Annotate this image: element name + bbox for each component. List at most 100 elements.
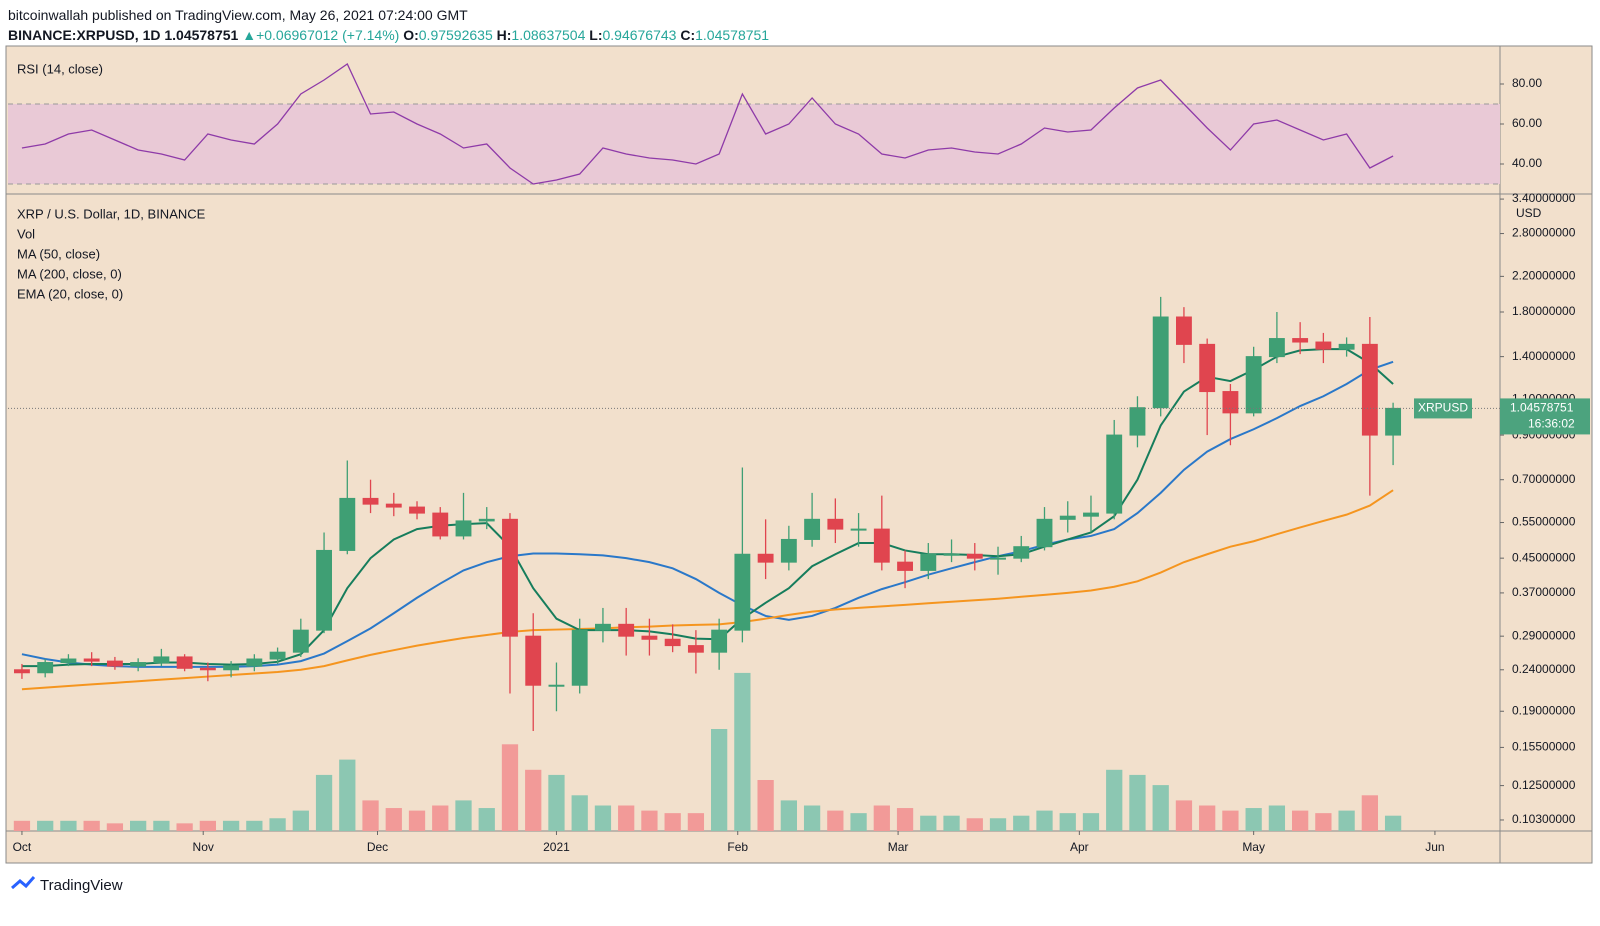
volume-bar [176, 823, 193, 831]
volume-bar [1036, 810, 1053, 831]
candle-body [757, 553, 774, 563]
volume-bar [501, 744, 519, 831]
y-tick-label: 0.37000000 [1512, 585, 1576, 599]
y-tick-label: 0.29000000 [1512, 628, 1576, 642]
y-tick-label: 2.20000000 [1512, 269, 1576, 283]
brand[interactable]: TradingView [40, 877, 123, 894]
candle-body [595, 623, 611, 631]
x-tick-label: Oct [13, 840, 32, 854]
candle-body [687, 645, 704, 653]
volume-bar [1082, 813, 1100, 831]
volume-bar [362, 800, 379, 831]
candle-body [1152, 316, 1169, 409]
volume-bar [315, 774, 333, 831]
candle-body [292, 629, 309, 653]
x-tick-label: 2021 [543, 840, 570, 854]
symbol: BINANCE:XRPUSD, 1D [8, 27, 161, 43]
volume-bar [1245, 808, 1262, 831]
c: 1.04578751 [695, 27, 770, 43]
volume-bar [1175, 800, 1193, 831]
y-tick-label: 40.00 [1512, 156, 1542, 170]
candle-body [873, 528, 890, 563]
h: 1.08637504 [511, 27, 586, 43]
axis-unit: USD [1516, 206, 1542, 220]
candle-body [385, 503, 402, 508]
candle-body [60, 658, 77, 664]
volume-bar [1361, 795, 1378, 831]
legend-entry: MA (200, close, 0) [17, 266, 122, 281]
l-label: L: [589, 27, 603, 43]
y-tick-label: 0.45000000 [1512, 550, 1576, 564]
x-tick-label: May [1242, 840, 1265, 854]
candle-body [850, 528, 867, 531]
candle-body [269, 651, 286, 660]
candle-body [199, 667, 216, 671]
volume-bar [222, 820, 240, 831]
y-tick-label: 60.00 [1512, 116, 1542, 130]
volume-bar [199, 820, 216, 831]
candle-body [478, 518, 495, 522]
candle-body [804, 518, 821, 540]
candle-body [455, 520, 472, 537]
volume-bar [920, 815, 937, 831]
volume-bar [943, 815, 960, 831]
candle-body [641, 635, 658, 640]
candle-body [362, 497, 379, 505]
candle-body [571, 629, 588, 686]
o: 0.97592635 [418, 27, 493, 43]
candle-body [1245, 356, 1262, 414]
volume-bar [780, 800, 797, 831]
candle-body [83, 658, 100, 662]
candle-body [943, 553, 960, 556]
volume-bar [757, 780, 774, 831]
candle-body [339, 497, 356, 551]
volume-bar [1338, 810, 1355, 831]
volume-bar [455, 800, 472, 831]
volume-bar [1152, 785, 1169, 831]
candle-body [1268, 338, 1285, 358]
x-tick-label: Mar [888, 840, 909, 854]
x-tick-label: Feb [727, 840, 748, 854]
header: bitcoinwallah published on TradingView.c… [8, 5, 769, 45]
candle-body [502, 518, 518, 637]
volume-bar [827, 810, 844, 831]
volume-bar [13, 820, 31, 831]
candle-body [409, 506, 425, 514]
volume-bar [850, 813, 867, 831]
y-tick-label: 0.10300000 [1512, 812, 1576, 826]
candle-body [1176, 316, 1192, 345]
price-tag [1500, 398, 1590, 435]
candle-body [153, 656, 170, 664]
change: +0.06967012 (+7.14%) [256, 27, 400, 43]
volume-bar [1013, 815, 1030, 831]
rsi-line [21, 63, 1394, 185]
candle-body [37, 662, 54, 674]
volume-bar [873, 805, 890, 831]
candle-body [618, 623, 635, 637]
volume-bar [408, 810, 426, 831]
volume-bar [478, 808, 495, 831]
volume-bar [1268, 805, 1286, 831]
candle-body [734, 553, 751, 631]
candle-body [1199, 343, 1216, 393]
legend-entry: Vol [17, 226, 35, 241]
candle-body [246, 658, 263, 667]
logo-icon [11, 876, 36, 890]
volume-bar [1292, 810, 1309, 831]
volume-bar [966, 818, 983, 831]
symbol-tag-text: XRPUSD [1418, 401, 1468, 415]
volume-bar [734, 672, 751, 831]
candle-body [827, 518, 844, 530]
volume-bar [153, 820, 170, 831]
candle-body [14, 669, 30, 674]
candle-body [1315, 341, 1332, 350]
y-tick-label: 0.70000000 [1512, 472, 1576, 486]
candle-body [525, 635, 542, 686]
volume-bar [130, 820, 147, 831]
y-tick-label: 0.15500000 [1512, 740, 1576, 754]
candle-body [548, 684, 565, 687]
candle-body [106, 660, 123, 667]
volume-bar [269, 818, 286, 831]
candle-body [1129, 407, 1146, 436]
